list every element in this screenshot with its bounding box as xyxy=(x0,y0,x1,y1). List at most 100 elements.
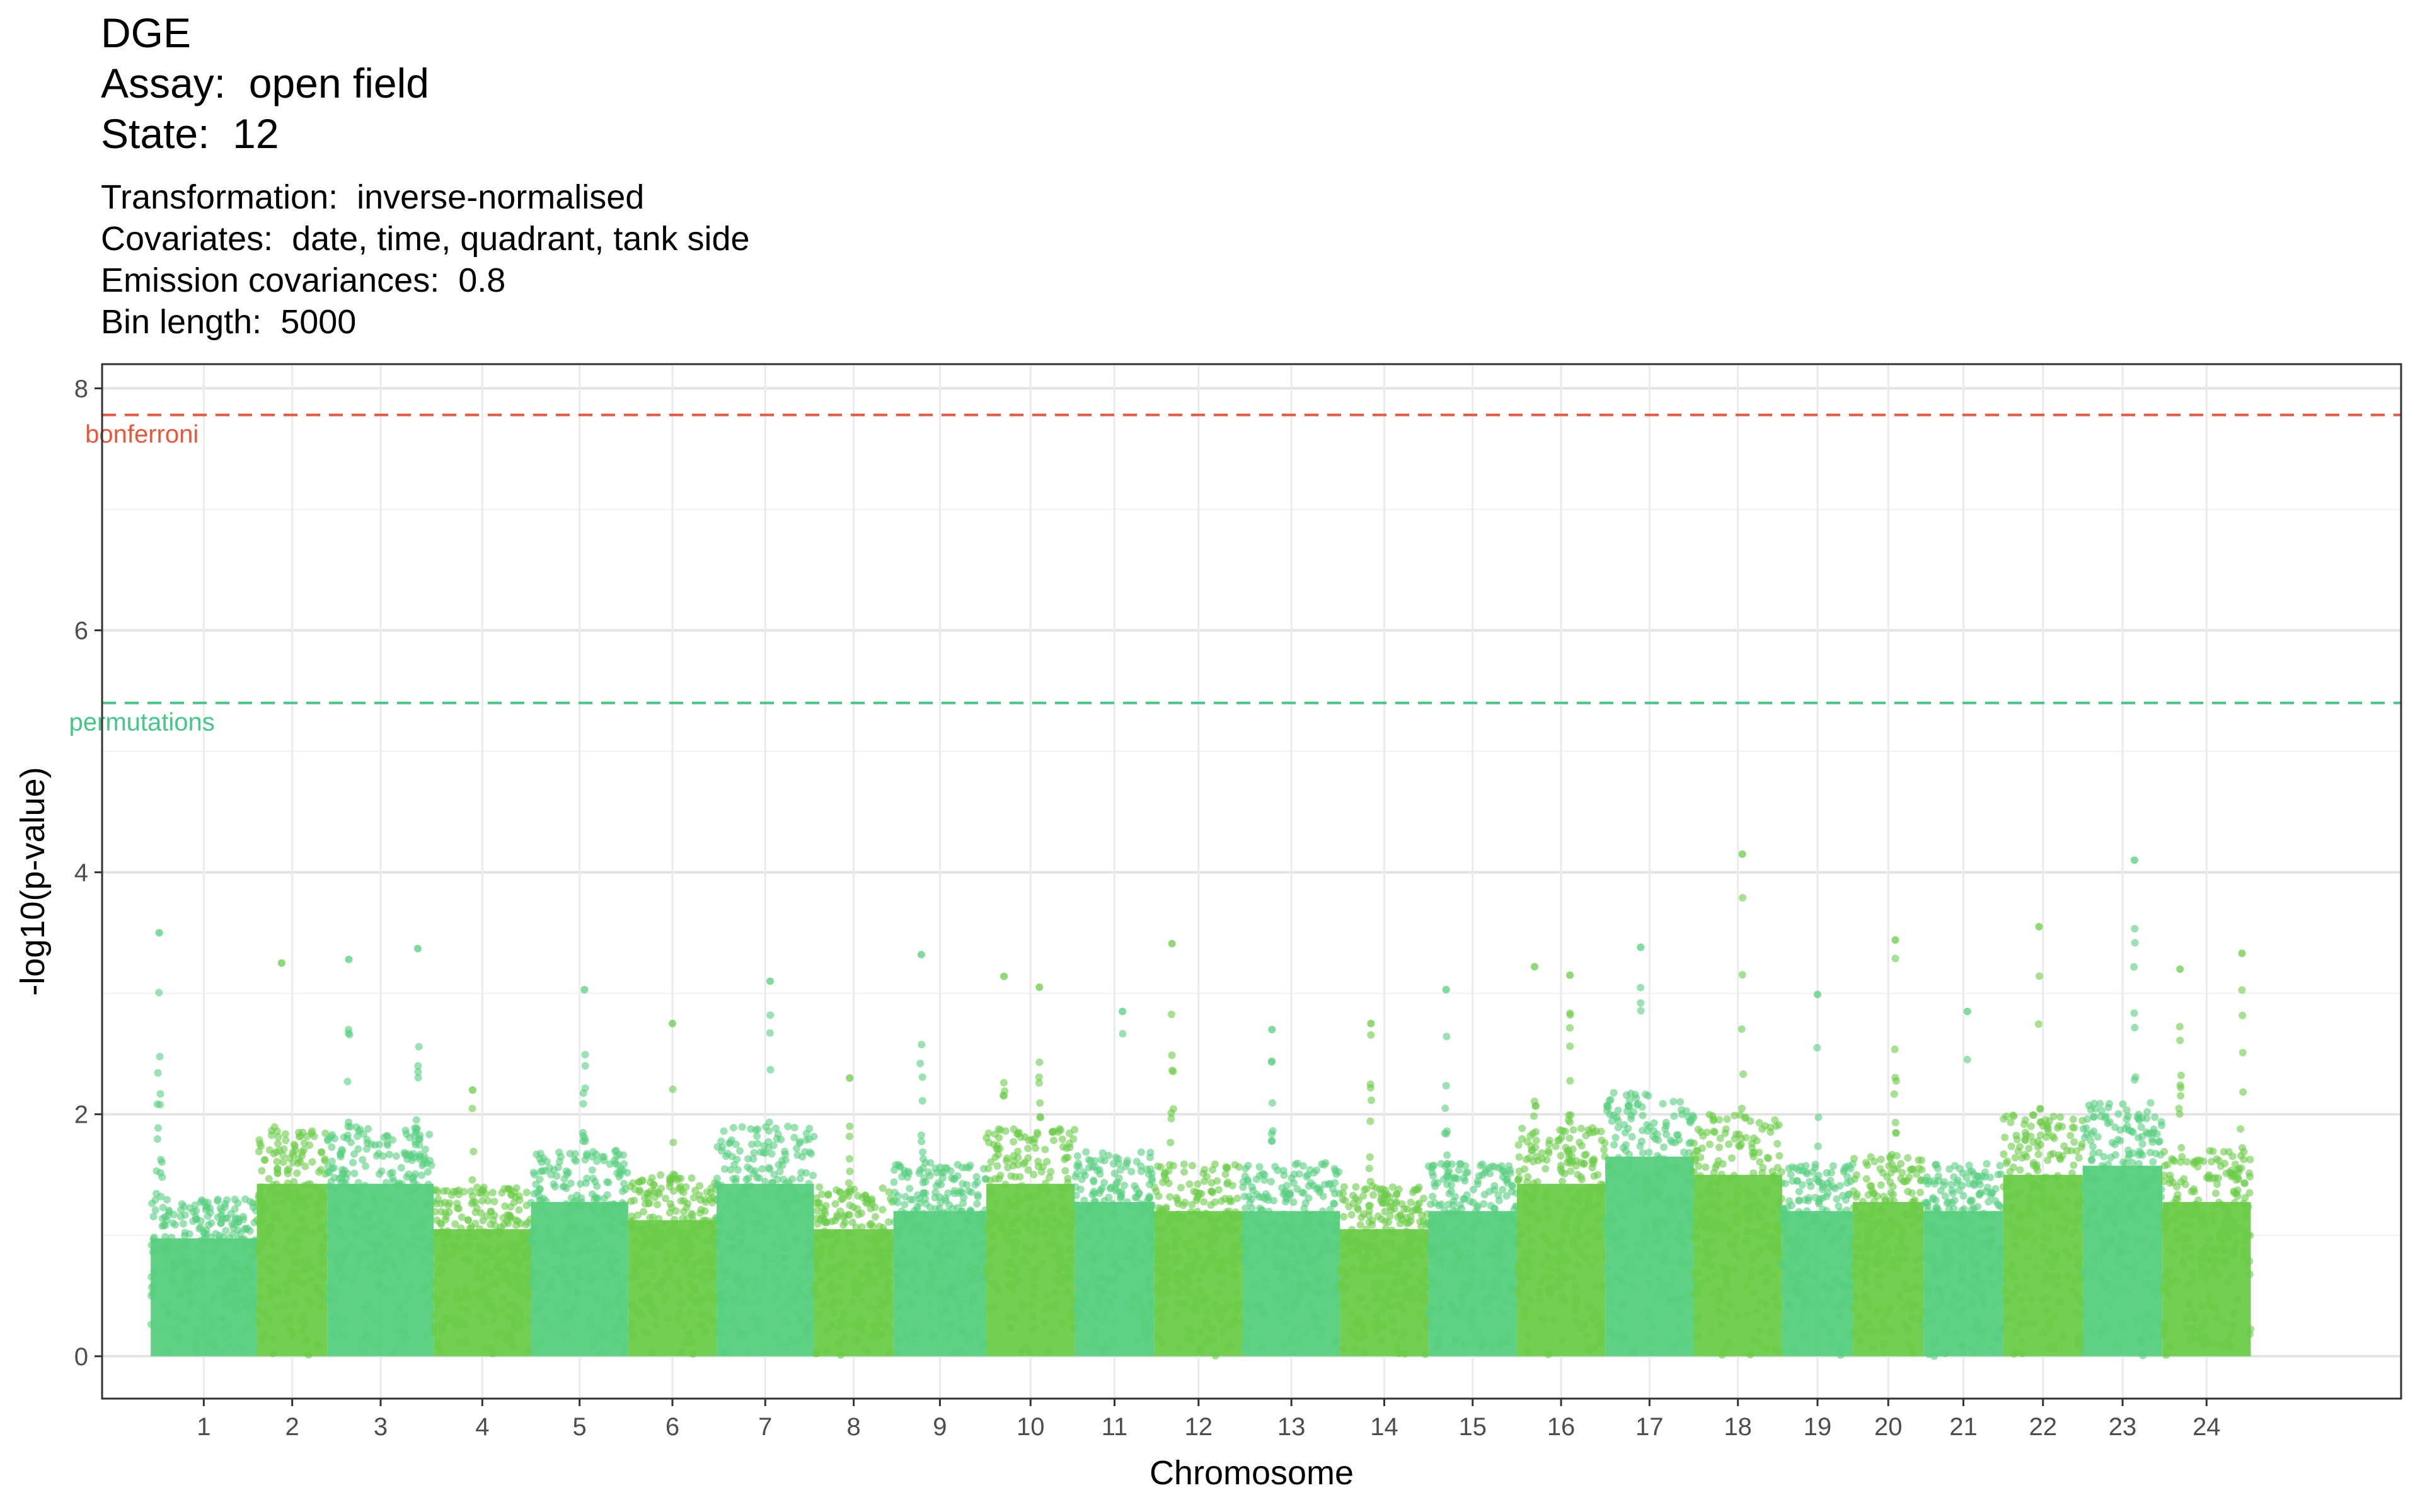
point xyxy=(689,1339,697,1347)
point xyxy=(1780,1322,1789,1330)
point xyxy=(1167,1138,1175,1147)
point xyxy=(260,1156,268,1164)
point xyxy=(1809,1304,1817,1312)
point xyxy=(633,1211,642,1219)
point xyxy=(565,1314,573,1322)
point xyxy=(1708,1262,1716,1270)
point xyxy=(406,1290,415,1298)
point xyxy=(1541,1165,1550,1173)
point xyxy=(699,1295,707,1303)
point xyxy=(815,1183,824,1191)
point xyxy=(1279,1341,1288,1349)
point xyxy=(620,1309,628,1317)
point xyxy=(1434,1336,1442,1344)
point xyxy=(1286,1282,1294,1290)
point xyxy=(723,1288,731,1297)
point xyxy=(1042,1220,1051,1228)
point xyxy=(1207,1216,1215,1224)
point xyxy=(1559,1177,1567,1186)
point xyxy=(285,1236,294,1244)
point xyxy=(1775,1303,1783,1311)
point xyxy=(505,1334,514,1342)
point xyxy=(610,1225,618,1234)
point xyxy=(1524,1273,1533,1281)
point xyxy=(1778,1214,1787,1222)
point xyxy=(756,1315,764,1323)
point xyxy=(1560,1271,1568,1280)
point xyxy=(1107,1298,1115,1307)
point xyxy=(1388,1314,1396,1322)
point xyxy=(1644,1267,1652,1275)
point xyxy=(248,1254,256,1262)
point xyxy=(1725,1140,1733,1148)
point xyxy=(1735,1253,1743,1261)
point xyxy=(325,1169,333,1177)
point xyxy=(1100,1315,1109,1324)
point xyxy=(533,1188,541,1196)
point xyxy=(477,1209,485,1217)
point xyxy=(713,1180,722,1188)
point xyxy=(616,1303,625,1312)
point xyxy=(588,1314,596,1322)
point xyxy=(229,1263,238,1271)
point xyxy=(1187,1208,1196,1216)
point xyxy=(1115,1225,1123,1233)
point xyxy=(1267,1177,1275,1186)
point xyxy=(725,1139,733,1147)
point xyxy=(478,1196,487,1205)
point xyxy=(1310,1169,1318,1177)
point xyxy=(570,1155,579,1164)
point xyxy=(1013,1265,1022,1273)
point xyxy=(885,1188,893,1196)
point xyxy=(188,1276,196,1284)
point xyxy=(1207,1188,1216,1196)
point xyxy=(786,1280,795,1288)
point xyxy=(1756,1298,1765,1306)
point xyxy=(778,1245,786,1253)
point xyxy=(293,1247,301,1255)
point xyxy=(567,1227,575,1235)
point xyxy=(959,1179,967,1188)
point xyxy=(1036,1099,1044,1107)
point xyxy=(1710,1128,1719,1137)
point xyxy=(1231,1288,1240,1297)
point xyxy=(1050,1252,1058,1260)
point xyxy=(498,1257,507,1265)
point xyxy=(909,1278,917,1286)
point xyxy=(345,1031,354,1039)
point xyxy=(1589,1225,1598,1233)
point xyxy=(577,1194,585,1202)
point xyxy=(1090,1176,1098,1184)
point xyxy=(468,1176,476,1184)
point xyxy=(1380,1239,1388,1247)
point xyxy=(879,1258,887,1266)
point xyxy=(379,1195,388,1203)
point xyxy=(206,1324,214,1332)
point xyxy=(1239,1183,1247,1191)
point xyxy=(350,1169,359,1177)
point xyxy=(330,1329,338,1337)
point xyxy=(1180,1160,1188,1168)
point xyxy=(1119,1029,1127,1038)
point xyxy=(1255,1193,1264,1201)
point xyxy=(1269,1126,1277,1135)
point xyxy=(776,1305,785,1314)
point xyxy=(509,1343,517,1351)
point xyxy=(1067,1256,1075,1264)
point xyxy=(176,1239,185,1247)
point xyxy=(316,1194,325,1202)
point xyxy=(1732,1201,1741,1209)
point xyxy=(1216,1315,1224,1323)
point xyxy=(161,1233,170,1241)
point xyxy=(1028,1203,1036,1211)
point xyxy=(431,1208,439,1216)
point xyxy=(1155,1235,1163,1243)
point xyxy=(796,1334,804,1343)
point xyxy=(317,1166,325,1174)
point xyxy=(811,1281,819,1289)
point xyxy=(475,1312,483,1320)
point xyxy=(1490,1186,1499,1194)
point xyxy=(1029,1245,1037,1253)
point xyxy=(907,1338,915,1346)
peak-point xyxy=(1530,963,1538,971)
